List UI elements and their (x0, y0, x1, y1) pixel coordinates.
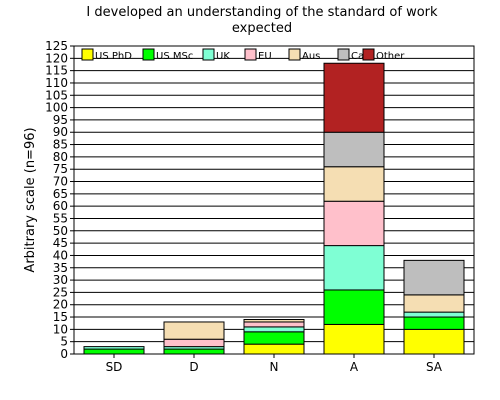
bar-segment (83, 346, 145, 350)
bar-segment (323, 323, 385, 355)
bar-segment (323, 289, 385, 325)
plot-frame (73, 45, 475, 355)
bar-segment (243, 331, 305, 345)
bars (83, 62, 465, 355)
x-category-label: D (189, 360, 198, 374)
legend-swatch (142, 48, 155, 61)
legend-label: EU (258, 51, 272, 62)
x-category-label: SA (426, 360, 443, 374)
bar-segment (163, 321, 225, 340)
legend-label: US MSc (156, 51, 193, 62)
y-tick-label: 30 (53, 273, 68, 287)
y-tick-label: 125 (45, 39, 68, 53)
y-tick-label: 115 (45, 64, 68, 78)
legend-label: Other (376, 51, 405, 62)
legend-label: UK (216, 51, 230, 62)
legend-swatch (244, 48, 257, 61)
y-tick-label: 40 (53, 248, 68, 262)
grid-lines (74, 45, 474, 355)
y-tick-label: 5 (60, 335, 68, 349)
y-tick-label: 0 (60, 347, 68, 361)
bar-segment (323, 131, 385, 168)
y-tick-label: 50 (53, 224, 68, 238)
chart-title-line-1: I developed an understanding of the stan… (86, 5, 438, 20)
y-tick-label: 70 (53, 175, 68, 189)
y-tick-label: 110 (45, 76, 68, 90)
bar-segment (243, 343, 305, 355)
bar-segment (163, 348, 225, 355)
y-tick-label: 10 (53, 322, 68, 336)
y-tick-label: 65 (53, 187, 68, 201)
y-tick-label: 45 (53, 236, 68, 250)
bar-segment (323, 62, 385, 133)
y-tick-label: 100 (45, 101, 68, 115)
bar-segment (243, 319, 305, 323)
bar-segment (403, 294, 465, 313)
bar-segment (243, 321, 305, 328)
bar-segment (323, 200, 385, 247)
bar-segment (403, 311, 465, 318)
bar-segment (403, 259, 465, 296)
legend-label: US PhD (95, 51, 132, 62)
y-tick-label: 55 (53, 211, 68, 225)
legend-swatch (202, 48, 215, 61)
x-category-label: SD (106, 360, 123, 374)
y-tick-label: 60 (53, 199, 68, 213)
y-tick-label: 15 (53, 310, 68, 324)
y-tick-label: 35 (53, 261, 68, 275)
legend-swatch (337, 48, 350, 61)
bar-segment (83, 348, 145, 355)
y-tick-label: 25 (53, 285, 68, 299)
y-tick-label: 120 (45, 51, 68, 65)
x-category-label: N (270, 360, 279, 374)
bar-segment (163, 338, 225, 348)
y-tick-label: 90 (53, 125, 68, 139)
y-tick-label: 105 (45, 88, 68, 102)
legend-label: Ca (351, 51, 364, 62)
bar-segment (323, 245, 385, 291)
bar-segment (403, 316, 465, 330)
y-tick-labels: 0510152025303540455055606570758085909510… (45, 39, 74, 361)
x-category-labels: SD D N A SA (106, 354, 443, 374)
bar-segment (243, 326, 305, 333)
y-tick-label: 95 (53, 113, 68, 127)
legend-swatch (81, 48, 94, 61)
y-axis-label: Arbitrary scale (n=96) (23, 127, 38, 272)
y-tick-label: 20 (53, 298, 68, 312)
x-category-label: A (350, 360, 359, 374)
y-tick-label: 80 (53, 150, 68, 164)
chart-title-line-2: expected (232, 21, 292, 36)
y-tick-label: 85 (53, 138, 68, 152)
legend-label: Aus (302, 51, 320, 62)
legend-swatch (362, 48, 375, 61)
legend: US PhD US MSc UK EU Aus Ca Other (81, 48, 405, 62)
bar-segment (403, 328, 465, 355)
y-tick-label: 75 (53, 162, 68, 176)
bar-segment (323, 166, 385, 202)
legend-swatch (288, 48, 301, 61)
